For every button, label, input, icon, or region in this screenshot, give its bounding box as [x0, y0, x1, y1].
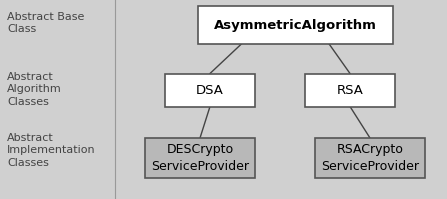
Text: DSA: DSA — [196, 84, 224, 97]
Text: AsymmetricAlgorithm: AsymmetricAlgorithm — [214, 19, 376, 31]
Text: DESCrypto
ServiceProvider: DESCrypto ServiceProvider — [151, 143, 249, 173]
Bar — [305, 73, 395, 106]
Bar — [165, 73, 255, 106]
Text: Abstract
Algorithm
Classes: Abstract Algorithm Classes — [7, 72, 62, 107]
Text: Abstract
Implementation
Classes: Abstract Implementation Classes — [7, 133, 96, 168]
Bar — [315, 138, 425, 178]
Text: RSA: RSA — [337, 84, 363, 97]
Bar — [198, 6, 392, 44]
Text: RSACrypto
ServiceProvider: RSACrypto ServiceProvider — [321, 143, 419, 173]
Text: Abstract Base
Class: Abstract Base Class — [7, 12, 84, 34]
Bar — [145, 138, 255, 178]
